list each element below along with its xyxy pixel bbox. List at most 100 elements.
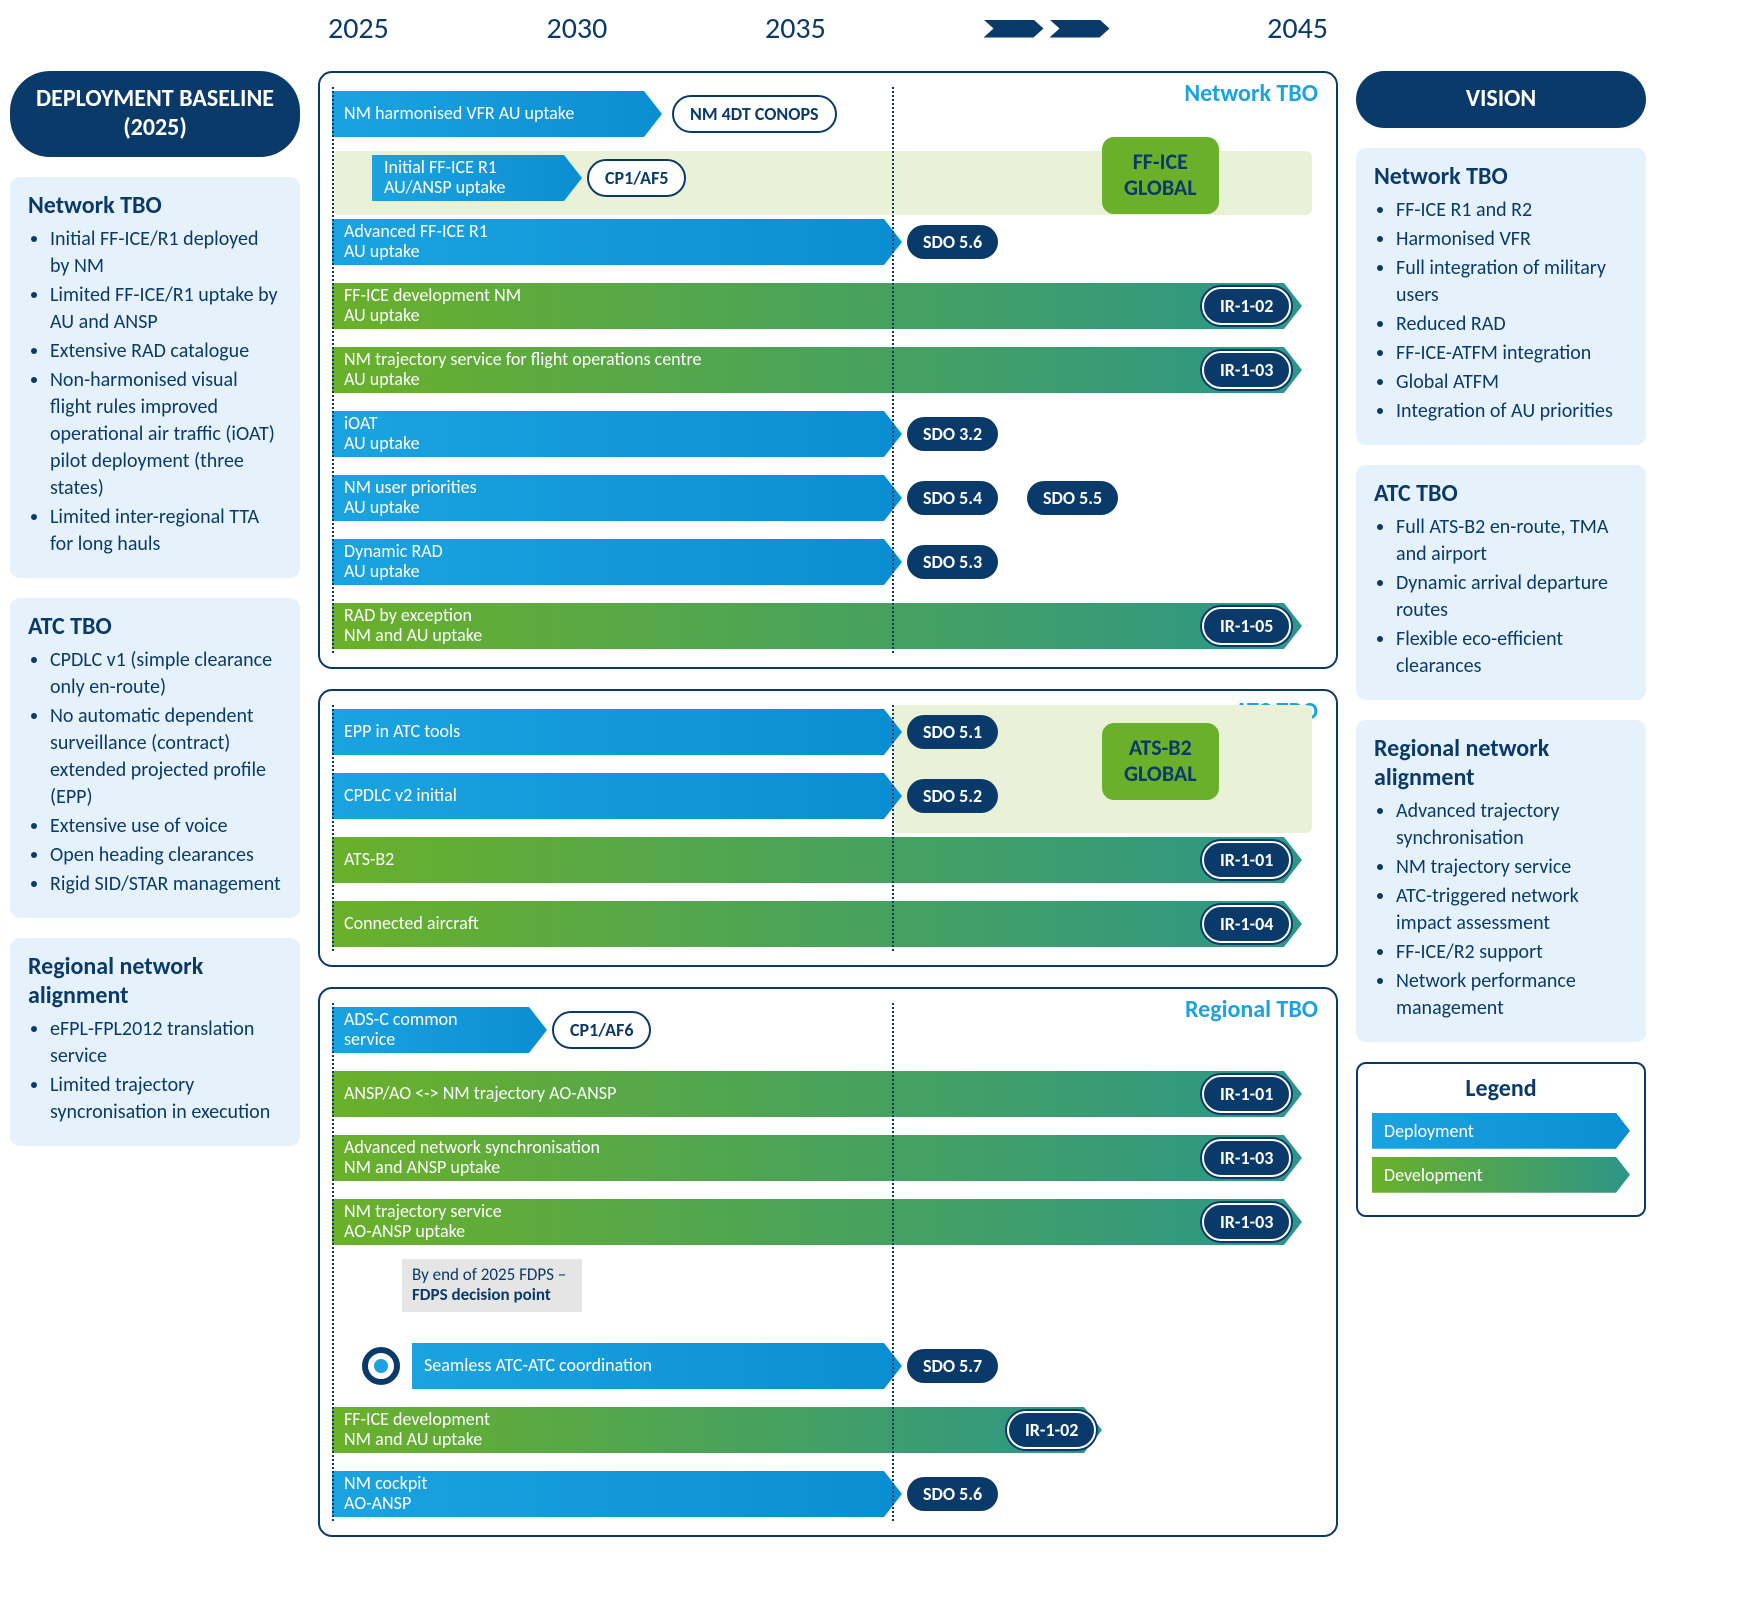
info-box-item: Open heading clearances [50, 842, 282, 869]
timeline-row: By end of 2025 FDPS – FDPS decision poin… [332, 1259, 1324, 1329]
vision-box: ATC TBOFull ATS-B2 en-route, TMA and air… [1356, 465, 1646, 700]
bar-tag: SDO 5.6 [907, 225, 998, 259]
arrow-icon [1050, 20, 1110, 38]
bar-tag: CP1/AF5 [587, 159, 686, 197]
legend-title: Legend [1372, 1074, 1630, 1103]
bar-tag: IR-1-03 [1202, 1139, 1291, 1177]
bar-tag: SDO 3.2 [907, 417, 998, 451]
bar-tag: IR-1-03 [1202, 1203, 1291, 1241]
timeline-bar: RAD by exception NM and AU uptake [332, 603, 1302, 649]
info-box-item: Integration of AU priorities [1396, 398, 1628, 425]
timeline-row: FF-ICE development NM and AU uptake IR-1-… [332, 1403, 1324, 1457]
bar-tag: IR-1-01 [1202, 1075, 1291, 1113]
timeline-row: NM user priorities AU uptakeSDO 5.4SDO 5… [332, 471, 1324, 525]
bar-tag: SDO 5.6 [907, 1477, 998, 1511]
bar-tag: IR-1-04 [1202, 905, 1291, 943]
vision-box: Regional network alignmentAdvanced traje… [1356, 720, 1646, 1042]
timeline-bar: NM trajectory service for flight operati… [332, 347, 1302, 393]
timeline-row: NM cockpit AO-ANSP SDO 5.6 [332, 1467, 1324, 1521]
bar-label: ANSP/AO <-> NM trajectory AO-ANSP [344, 1084, 616, 1104]
bar-tag: IR-1-05 [1202, 607, 1291, 645]
bar-tag: IR-1-02 [1007, 1411, 1096, 1449]
bar-tag: SDO 5.4 [907, 481, 998, 515]
vision-header: VISION [1356, 71, 1646, 128]
bar-tag: SDO 5.7 [907, 1349, 998, 1383]
info-box-item: NM trajectory service [1396, 854, 1628, 881]
info-box-item: Limited inter-regional TTA for long haul… [50, 504, 282, 558]
bar-label: Advanced FF-ICE R1 AU uptake [344, 222, 488, 262]
timeline-gridline [892, 705, 894, 951]
global-milestone: FF-ICE GLOBAL [1102, 137, 1219, 214]
year-2035: 2035 [765, 10, 826, 47]
timeline-bar: ADS-C common service [332, 1007, 547, 1053]
baseline-box: ATC TBOCPDLC v1 (simple clearance only e… [10, 598, 300, 918]
bar-label: Initial FF-ICE R1 AU/ANSP uptake [384, 158, 506, 198]
bar-label: ADS-C common service [344, 1010, 458, 1050]
info-box-item: Flexible eco-efficient clearances [1396, 626, 1628, 680]
center-column: Network TBO NM harmonised VFR AU uptakeN… [318, 71, 1338, 1537]
bar-label: FF-ICE development NM and AU uptake [344, 1410, 490, 1450]
timeline-bar: NM cockpit AO-ANSP [332, 1471, 902, 1517]
timeline-bar: Advanced network synchronisation NM and … [332, 1135, 1302, 1181]
bar-label: Seamless ATC-ATC coordination [424, 1356, 652, 1376]
bar-tag: SDO 5.1 [907, 715, 998, 749]
left-column: DEPLOYMENT BASELINE (2025) Network TBOIn… [10, 71, 300, 1146]
legend-deployment: Deployment [1372, 1113, 1630, 1149]
bar-label: FF-ICE development NM AU uptake [344, 286, 521, 326]
info-box-item: Advanced trajectory synchronisation [1396, 798, 1628, 852]
timeline-row: RAD by exception NM and AU uptake IR-1-05 [332, 599, 1324, 653]
timeline-row: iOAT AU uptakeSDO 3.2 [332, 407, 1324, 461]
deployment-baseline-header: DEPLOYMENT BASELINE (2025) [10, 71, 300, 157]
rows-container: EPP in ATC toolsSDO 5.1CPDLC v2 initialS… [332, 705, 1324, 951]
timeline-arrows [984, 20, 1110, 38]
timeline-bar: iOAT AU uptake [332, 411, 902, 457]
timeline-gridline [332, 1003, 334, 1521]
timeline-bar: EPP in ATC tools [332, 709, 902, 755]
info-box-list: eFPL-FPL2012 translation serviceLimited … [28, 1016, 282, 1126]
bar-label: RAD by exception NM and AU uptake [344, 606, 482, 646]
bar-label: NM user priorities AU uptake [344, 478, 477, 518]
timeline-bar: NM harmonised VFR AU uptake [332, 91, 662, 137]
timeline-bar: Dynamic RAD AU uptake [332, 539, 902, 585]
info-box-item: FF-ICE-ATFM integration [1396, 340, 1628, 367]
vision-box: Network TBOFF-ICE R1 and R2Harmonised VF… [1356, 148, 1646, 445]
bar-label: NM trajectory service AO-ANSP uptake [344, 1202, 502, 1242]
info-box-item: Full ATS-B2 en-route, TMA and airport [1396, 514, 1628, 568]
info-box-item: Harmonised VFR [1396, 226, 1628, 253]
bar-tag: IR-1-03 [1202, 351, 1291, 389]
info-box-item: Extensive use of voice [50, 813, 282, 840]
baseline-box: Network TBOInitial FF-ICE/R1 deployed by… [10, 177, 300, 578]
timeline-row: ADS-C common serviceCP1/AF6 [332, 1003, 1324, 1057]
timeline-bar: NM trajectory service AO-ANSP uptake [332, 1199, 1302, 1245]
bar-label: NM harmonised VFR AU uptake [344, 104, 574, 124]
panel-network-tbo: Network TBO NM harmonised VFR AU uptakeN… [318, 71, 1338, 669]
timeline-row: ATS-B2IR-1-01 [332, 833, 1324, 887]
bar-label: Connected aircraft [344, 914, 479, 934]
bar-label: Dynamic RAD AU uptake [344, 542, 443, 582]
bar-tag: IR-1-02 [1202, 287, 1291, 325]
bar-label: NM cockpit AO-ANSP [344, 1474, 427, 1514]
timeline-row: Connected aircraft IR-1-04 [332, 897, 1324, 951]
timeline-gridline [892, 1003, 894, 1521]
bar-tag: SDO 5.3 [907, 545, 998, 579]
info-box-list: FF-ICE R1 and R2Harmonised VFRFull integ… [1374, 197, 1628, 425]
info-box-item: Dynamic arrival departure routes [1396, 570, 1628, 624]
timeline-bar: Advanced FF-ICE R1 AU uptake [332, 219, 902, 265]
timeline-row: NM harmonised VFR AU uptake NM 4DT CONOPS [332, 87, 1324, 141]
info-box-item: FF-ICE R1 and R2 [1396, 197, 1628, 224]
info-box-list: Full ATS-B2 en-route, TMA and airportDyn… [1374, 514, 1628, 680]
bar-tag: NM 4DT CONOPS [672, 95, 837, 133]
bar-tag: SDO 5.2 [907, 779, 998, 813]
info-box-item: Global ATFM [1396, 369, 1628, 396]
timeline-bar: ANSP/AO <-> NM trajectory AO-ANSP [332, 1071, 1302, 1117]
baseline-box: Regional network alignmenteFPL-FPL2012 t… [10, 938, 300, 1146]
decision-point-icon [362, 1347, 400, 1385]
fdps-note: By end of 2025 FDPS – FDPS decision poin… [402, 1259, 582, 1312]
timeline-bar: CPDLC v2 initial [332, 773, 902, 819]
panel-atc-tbo: ATC TBO EPP in ATC toolsSDO 5.1CPDLC v2 … [318, 689, 1338, 967]
info-box-item: CPDLC v1 (simple clearance only en-route… [50, 647, 282, 701]
year-header: 2025 2030 2035 2045 [318, 10, 1338, 47]
timeline-gridline [332, 705, 334, 951]
timeline-bar: FF-ICE development NM AU uptake [332, 283, 1302, 329]
info-box-item: Rigid SID/STAR management [50, 871, 282, 898]
